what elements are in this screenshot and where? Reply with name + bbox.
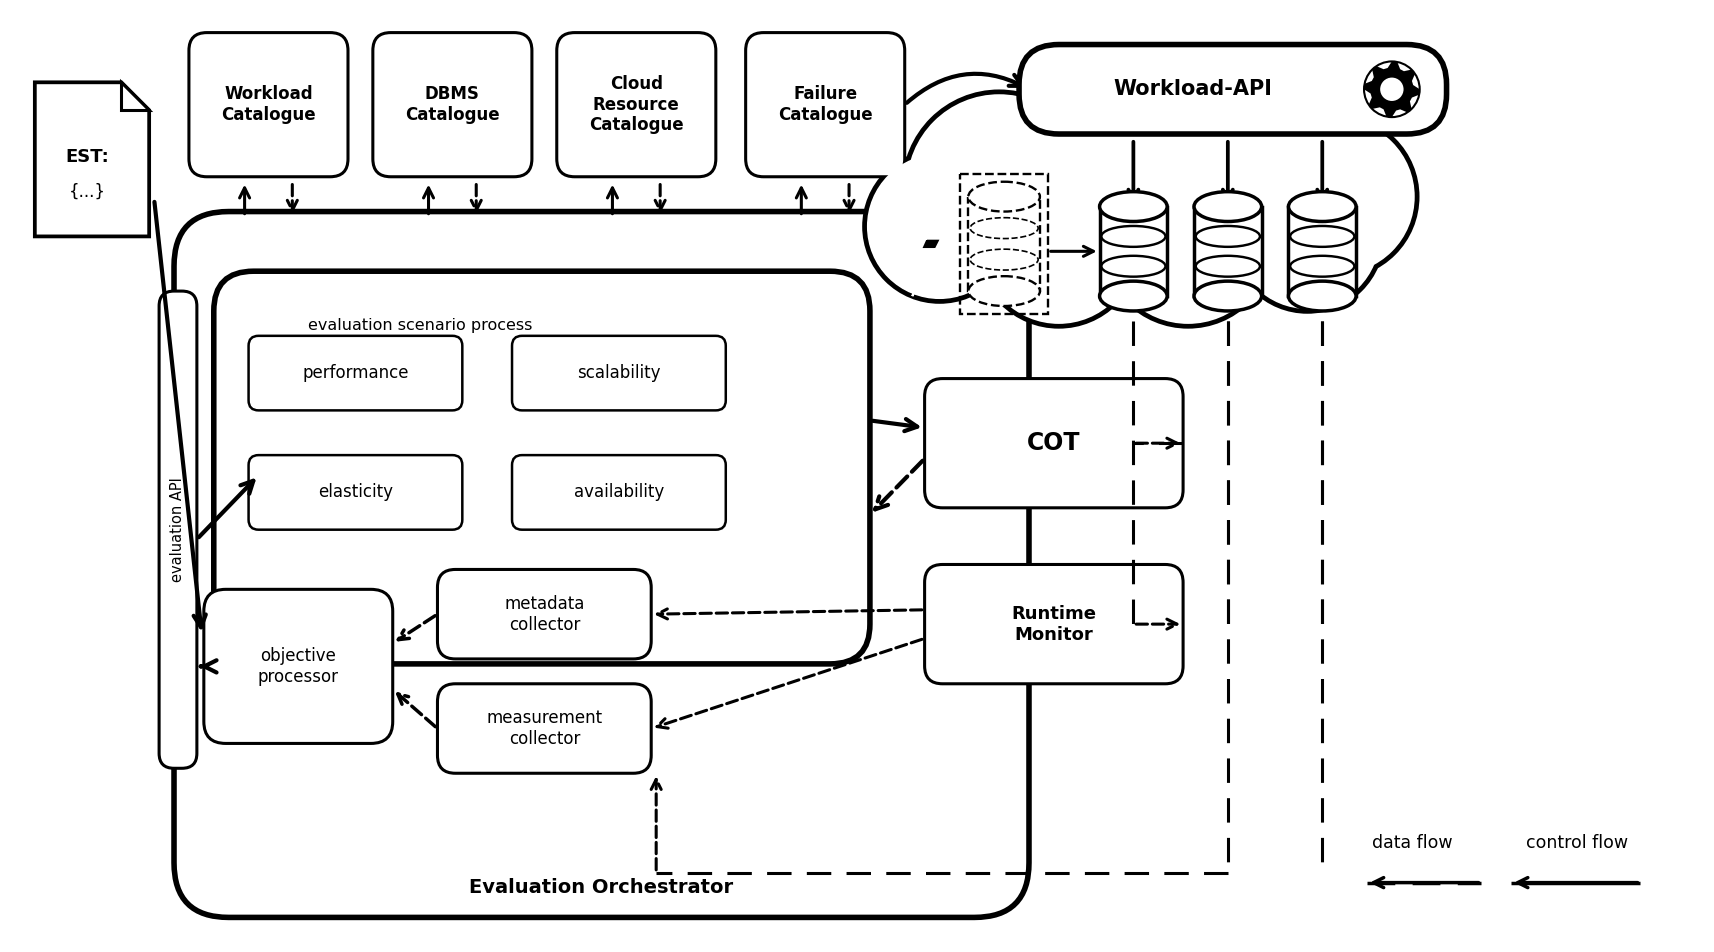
Circle shape (1102, 157, 1272, 326)
Text: Cloud
Resource
Catalogue: Cloud Resource Catalogue (588, 75, 684, 134)
Text: Evaluation Orchestrator: Evaluation Orchestrator (470, 878, 734, 897)
FancyBboxPatch shape (437, 569, 651, 659)
FancyBboxPatch shape (924, 379, 1183, 507)
FancyBboxPatch shape (249, 336, 463, 410)
Text: objective
processor: objective processor (257, 647, 339, 685)
Text: elasticity: elasticity (317, 484, 393, 502)
Ellipse shape (968, 276, 1039, 306)
Circle shape (905, 92, 1094, 281)
FancyBboxPatch shape (437, 684, 651, 773)
Bar (1099, 207, 1167, 296)
Text: Runtime
Monitor: Runtime Monitor (1011, 605, 1095, 644)
Text: COT: COT (1027, 431, 1080, 455)
Ellipse shape (1287, 191, 1356, 222)
Ellipse shape (1193, 191, 1262, 222)
Text: data flow: data flow (1371, 834, 1452, 852)
Text: {...}: {...} (69, 183, 106, 201)
Polygon shape (912, 191, 946, 296)
FancyBboxPatch shape (204, 589, 393, 744)
Ellipse shape (1099, 281, 1167, 311)
FancyBboxPatch shape (924, 565, 1183, 684)
Circle shape (1106, 159, 1270, 324)
Bar (1193, 207, 1262, 296)
Text: evaluation API: evaluation API (170, 477, 185, 582)
Bar (968, 197, 1039, 291)
Text: Workload
Catalogue: Workload Catalogue (221, 86, 315, 124)
Text: EST:: EST: (65, 148, 108, 166)
Text: Workload-API: Workload-API (1112, 79, 1272, 99)
Text: measurement
collector: measurement collector (487, 709, 602, 748)
Ellipse shape (1287, 281, 1356, 311)
FancyBboxPatch shape (557, 32, 715, 177)
Text: availability: availability (574, 484, 663, 502)
Circle shape (1011, 50, 1226, 265)
Circle shape (980, 169, 1136, 324)
Circle shape (979, 167, 1138, 326)
FancyBboxPatch shape (512, 455, 725, 529)
Ellipse shape (968, 182, 1039, 211)
Circle shape (1380, 77, 1402, 101)
FancyBboxPatch shape (189, 32, 348, 177)
Circle shape (1232, 162, 1381, 311)
Bar (1287, 207, 1356, 296)
FancyBboxPatch shape (214, 271, 869, 664)
Circle shape (1234, 164, 1380, 309)
Text: performance: performance (302, 364, 408, 382)
Bar (960, 174, 1047, 314)
Polygon shape (34, 82, 149, 236)
Circle shape (867, 154, 1011, 299)
Circle shape (1256, 117, 1416, 276)
Polygon shape (122, 82, 149, 110)
Ellipse shape (1193, 281, 1262, 311)
FancyBboxPatch shape (159, 291, 197, 768)
Circle shape (864, 152, 1013, 301)
Text: Failure
Catalogue: Failure Catalogue (778, 86, 872, 124)
FancyBboxPatch shape (173, 211, 1028, 918)
FancyBboxPatch shape (1018, 45, 1445, 134)
Circle shape (1258, 119, 1414, 274)
Text: evaluation scenario process: evaluation scenario process (309, 318, 533, 333)
Circle shape (907, 94, 1092, 279)
Text: control flow: control flow (1525, 834, 1627, 852)
Circle shape (1008, 48, 1227, 267)
FancyBboxPatch shape (512, 336, 725, 410)
Polygon shape (1363, 62, 1419, 117)
Circle shape (1152, 82, 1342, 271)
FancyBboxPatch shape (249, 455, 463, 529)
Text: metadata
collector: metadata collector (504, 595, 584, 634)
Ellipse shape (1099, 191, 1167, 222)
FancyBboxPatch shape (746, 32, 905, 177)
Text: DBMS
Catalogue: DBMS Catalogue (405, 86, 499, 124)
FancyBboxPatch shape (372, 32, 531, 177)
Circle shape (1155, 85, 1339, 269)
Text: scalability: scalability (578, 364, 660, 382)
